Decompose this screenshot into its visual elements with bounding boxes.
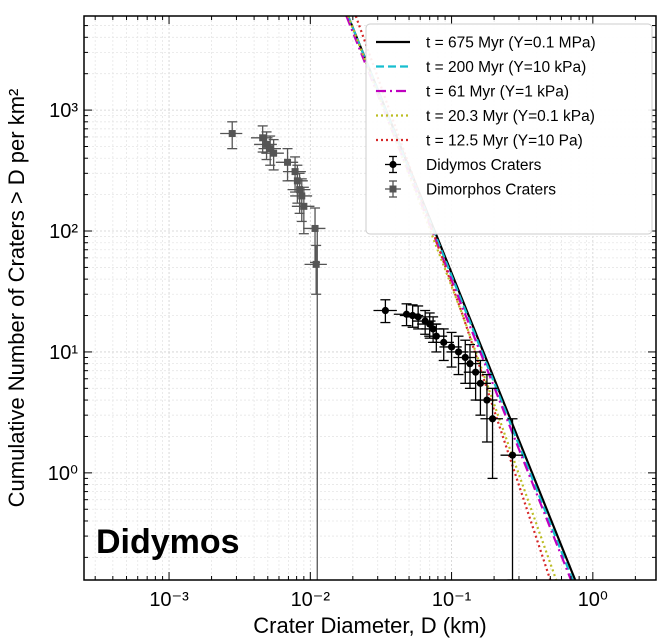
data-point [476,379,485,387]
legend-label: Dimorphos Craters [426,182,556,199]
data-point [483,396,491,404]
data-point [259,134,267,142]
data-point [296,186,304,194]
didymos-points [373,299,523,580]
data-point [263,140,271,148]
y-tick-label: 10² [49,221,78,243]
plot-frame [83,15,657,581]
data-point [472,368,480,376]
chart-annotation: Didymos [96,523,240,561]
x-tick-label: 10⁻¹ [432,589,472,611]
legend-label: t = 61 Myr (Y=1 kPa) [426,84,569,101]
data-point [293,177,301,185]
legend-marker [389,160,397,169]
legend-label: t = 675 Myr (Y=0.1 MPa) [426,35,596,52]
data-point [429,325,437,333]
y-tick-label: 10³ [49,100,78,122]
x-tick-label: 10⁻³ [149,589,189,611]
dimorphos-points [220,121,327,580]
data-point [228,130,236,138]
data-point [440,338,448,346]
data-point [270,149,278,157]
data-point [461,353,469,362]
legend-label: t = 12.5 Myr (Y=10 Pa) [426,133,583,150]
data-point [312,260,320,268]
data-point [291,168,299,176]
data-point [414,313,422,321]
y-tick-label: 10¹ [49,342,78,364]
data-point [266,145,274,153]
data-point [466,360,474,368]
data-point [284,158,292,166]
data-point [508,451,517,459]
data-point [300,202,308,210]
data-point [488,415,497,423]
x-tick-label: 10⁻² [291,589,331,611]
legend-box [365,23,653,235]
data-point [381,306,389,315]
legend: t = 675 Myr (Y=0.1 MPa) t = 200 Myr (Y=10… [365,23,653,235]
axis-ticks: 10⁻³ 10⁻² 10⁻¹ 10⁰ 10⁰ 10¹ 10² 10³ [48,15,656,611]
y-tick-label: 10⁰ [48,463,78,485]
legend-marker [389,185,397,193]
legend-label: t = 200 Myr (Y=10 kPa) [426,59,586,76]
data-point [454,348,463,356]
legend-label: t = 20.3 Myr (Y=0.1 kPa) [426,108,595,125]
data-point [298,192,306,200]
x-axis-label: Crater Diameter, D (km) [253,613,486,638]
data-point [447,343,456,351]
data-point [311,224,319,232]
data-point [432,332,440,340]
legend-label: Didymos Craters [426,157,542,174]
x-tick-label: 10⁰ [578,589,608,611]
y-axis-label: Cumulative Number of Craters > D per km² [4,89,29,508]
